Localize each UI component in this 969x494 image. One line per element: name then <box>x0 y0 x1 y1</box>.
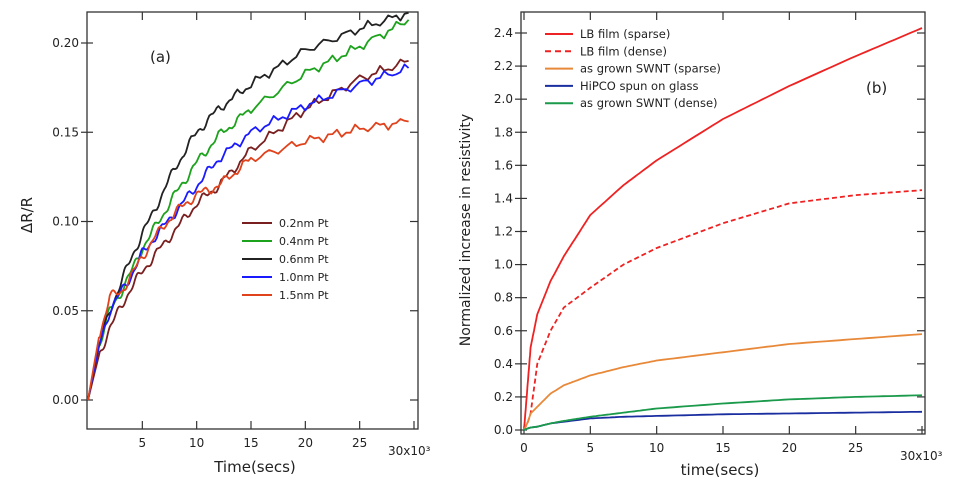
series-line <box>523 394 923 431</box>
series-line <box>523 27 923 431</box>
legend-label: 0.2nm Pt <box>279 217 329 230</box>
series-line <box>87 19 410 401</box>
x-tick-label: 15 <box>243 436 258 450</box>
x-tick-label: 25 <box>352 436 367 450</box>
panel-label: (b) <box>866 79 887 97</box>
x-axis-label: time(secs) <box>681 461 760 479</box>
y-axis-label: ΔR/R <box>18 197 36 233</box>
x-tick-label: 5 <box>139 436 147 450</box>
y-tick-label: 2.2 <box>494 59 513 73</box>
legend: 0.2nm Pt 0.4nm Pt 0.6nm Pt 1.0nm Pt 1.5nm Pt <box>242 217 329 302</box>
chart-panel-b: 0 5 10 15 20 25 30x10³ 0.0 0.2 0.4 0.6 0.8 1.0 1.2 1.4… <box>458 11 943 479</box>
series-line <box>523 333 923 431</box>
legend-label: 1.0nm Pt <box>279 271 329 284</box>
chart-panel-a: 5 10 15 20 25 30x10³ 0.00 0.05 0.10 0.15 0.20 Time(… <box>18 11 431 476</box>
legend-label: 0.6nm Pt <box>279 253 329 266</box>
legend-label: LB film (sparse) <box>580 27 670 41</box>
series-line <box>87 58 409 401</box>
series-line <box>87 118 409 401</box>
x-tick-label: 20 <box>782 441 797 455</box>
y-axis-label: Normalized increase in resistivity <box>458 114 474 346</box>
y-tick-label: 0.10 <box>52 215 79 229</box>
legend-label: as grown SWNT (dense) <box>580 96 718 110</box>
x-tick-label: 0 <box>520 441 528 455</box>
x-tick-label: 10 <box>189 436 204 450</box>
series-line <box>87 11 409 401</box>
y-tick-label: 0.00 <box>52 393 79 407</box>
y-tick-label: 0.6 <box>494 324 513 338</box>
legend-label: HiPCO spun on glass <box>580 79 699 93</box>
y-tick-label: 0.0 <box>494 423 513 437</box>
x-multiplier-label: 30x10³ <box>388 444 431 458</box>
y-tick-label: 0.8 <box>494 291 513 305</box>
x-tick-label: 5 <box>587 441 595 455</box>
plot-frame <box>86 11 419 430</box>
y-tick-label: 0.05 <box>52 304 79 318</box>
legend-label: 0.4nm Pt <box>279 235 329 248</box>
y-tick-label: 0.2 <box>494 390 513 404</box>
y-tick-label: 0.20 <box>52 36 79 50</box>
x-axis-label: Time(secs) <box>213 458 296 476</box>
series-line <box>87 63 410 401</box>
y-tick-label: 1.2 <box>494 225 513 239</box>
y-tick-label: 1.8 <box>494 125 513 139</box>
y-tick-label: 0.4 <box>494 357 513 371</box>
y-tick-label: 2.4 <box>494 26 513 40</box>
legend-label: LB film (dense) <box>580 44 667 58</box>
legend-label: 1.5nm Pt <box>279 289 329 302</box>
x-tick-label: 20 <box>298 436 313 450</box>
x-tick-label: 10 <box>649 441 664 455</box>
x-tick-label: 25 <box>848 441 863 455</box>
y-tick-label: 2.0 <box>494 92 513 106</box>
y-tick-label: 1.6 <box>494 158 513 172</box>
legend: LB film (sparse) LB film (dense) as grown … <box>545 27 721 110</box>
x-tick-label: 15 <box>715 441 730 455</box>
y-tick-label: 1.4 <box>494 191 513 205</box>
legend-label: as grown SWNT (sparse) <box>580 62 721 76</box>
x-multiplier-label: 30x10³ <box>900 449 943 463</box>
y-tick-label: 1.0 <box>494 258 513 272</box>
panel-label: (a) <box>150 48 171 66</box>
y-tick-label: 0.15 <box>52 125 79 139</box>
